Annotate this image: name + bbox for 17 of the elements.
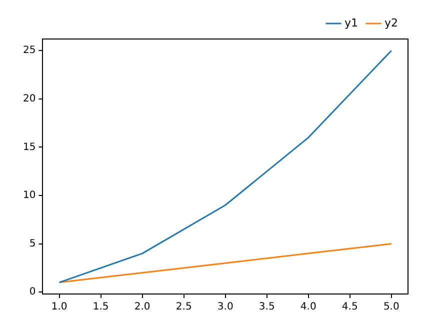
x-tick-label: 2.0 [134, 302, 150, 313]
y-tick-label: 5 [29, 238, 36, 250]
y-tick-label: 10 [22, 190, 36, 202]
x-tick-label: 3.0 [217, 302, 234, 313]
y-tick-label: 25 [22, 45, 36, 56]
legend-label: y2 [384, 16, 398, 30]
x-tick-label: 1.5 [92, 302, 109, 313]
x-tick-label: 3.5 [258, 302, 275, 313]
x-tick-label: 4.0 [300, 302, 316, 313]
y-tick-label: 0 [29, 286, 36, 298]
x-tick-label: 1.0 [51, 302, 68, 313]
y-tick-label: 20 [22, 93, 36, 104]
y-tick-label: 15 [22, 142, 36, 153]
legend-label: y1 [344, 16, 358, 30]
x-tick-label: 4.5 [342, 302, 358, 313]
x-tick-label: 5.0 [383, 302, 400, 313]
x-tick-label: 2.5 [176, 302, 192, 313]
